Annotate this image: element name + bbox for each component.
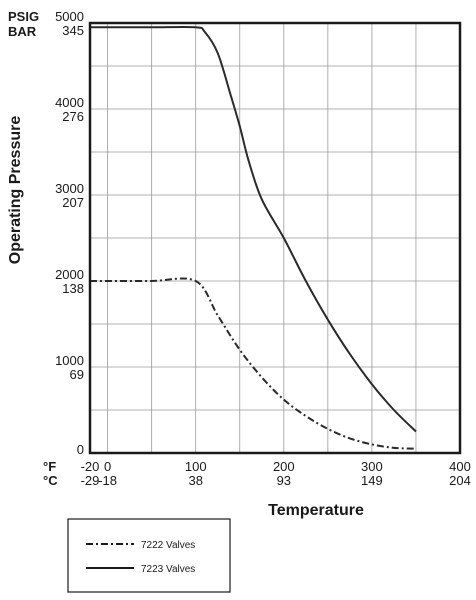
- y-tick-label-psig: 3000: [55, 181, 84, 196]
- y-tick-label-bar: 345: [62, 23, 84, 38]
- y-tick-label-bar: 276: [62, 109, 84, 124]
- series-line-7222: [90, 277, 416, 450]
- x-tick-label-f: 200: [273, 459, 295, 474]
- y-tick-label-psig: 4000: [55, 95, 84, 110]
- legend-label-7223: 7223 Valves: [141, 564, 195, 575]
- x-tick-label-c: 93: [277, 473, 291, 488]
- x-axis-title: Temperature: [268, 502, 364, 519]
- plot-frame: [88, 21, 462, 455]
- x-unit-primary: °F: [43, 459, 56, 474]
- y-tick-label-psig: 1000: [55, 353, 84, 368]
- y-tick-label-bar: 207: [62, 195, 84, 210]
- y-tick-label-psig: 5000: [55, 9, 84, 24]
- legend-box: [67, 518, 231, 593]
- grid: [90, 23, 460, 453]
- x-tick-label-f: 300: [361, 459, 383, 474]
- x-tick-label-f: 400: [449, 459, 471, 474]
- x-tick-label-f: 100: [185, 459, 207, 474]
- y-axis-title: Operating Pressure: [7, 116, 24, 265]
- y-unit-secondary: BAR: [8, 24, 37, 39]
- x-tick-label-c: 204: [449, 473, 471, 488]
- y-tick-label-psig: 2000: [55, 267, 84, 282]
- legend-label-7222: 7222 Valves: [141, 540, 195, 551]
- x-tick-label-f: 0: [104, 459, 111, 474]
- y-unit-primary: PSIG: [8, 9, 39, 24]
- x-tick-label-c: 149: [361, 473, 383, 488]
- y-tick-label-bar: 69: [70, 367, 84, 382]
- x-tick-label-c: -29: [81, 473, 100, 488]
- series-line-7223: [90, 25, 417, 433]
- x-tick-label-f: -20: [81, 459, 100, 474]
- y-tick-label-psig: 0: [77, 442, 84, 457]
- x-tick-label-c: 38: [188, 473, 202, 488]
- series-lines: [90, 25, 417, 450]
- x-unit-secondary: °C: [43, 473, 58, 488]
- tick-labels: -20-290-18100382009330014940020401000692…: [55, 9, 471, 488]
- y-tick-label-bar: 138: [62, 281, 84, 296]
- x-tick-label-c: -18: [98, 473, 117, 488]
